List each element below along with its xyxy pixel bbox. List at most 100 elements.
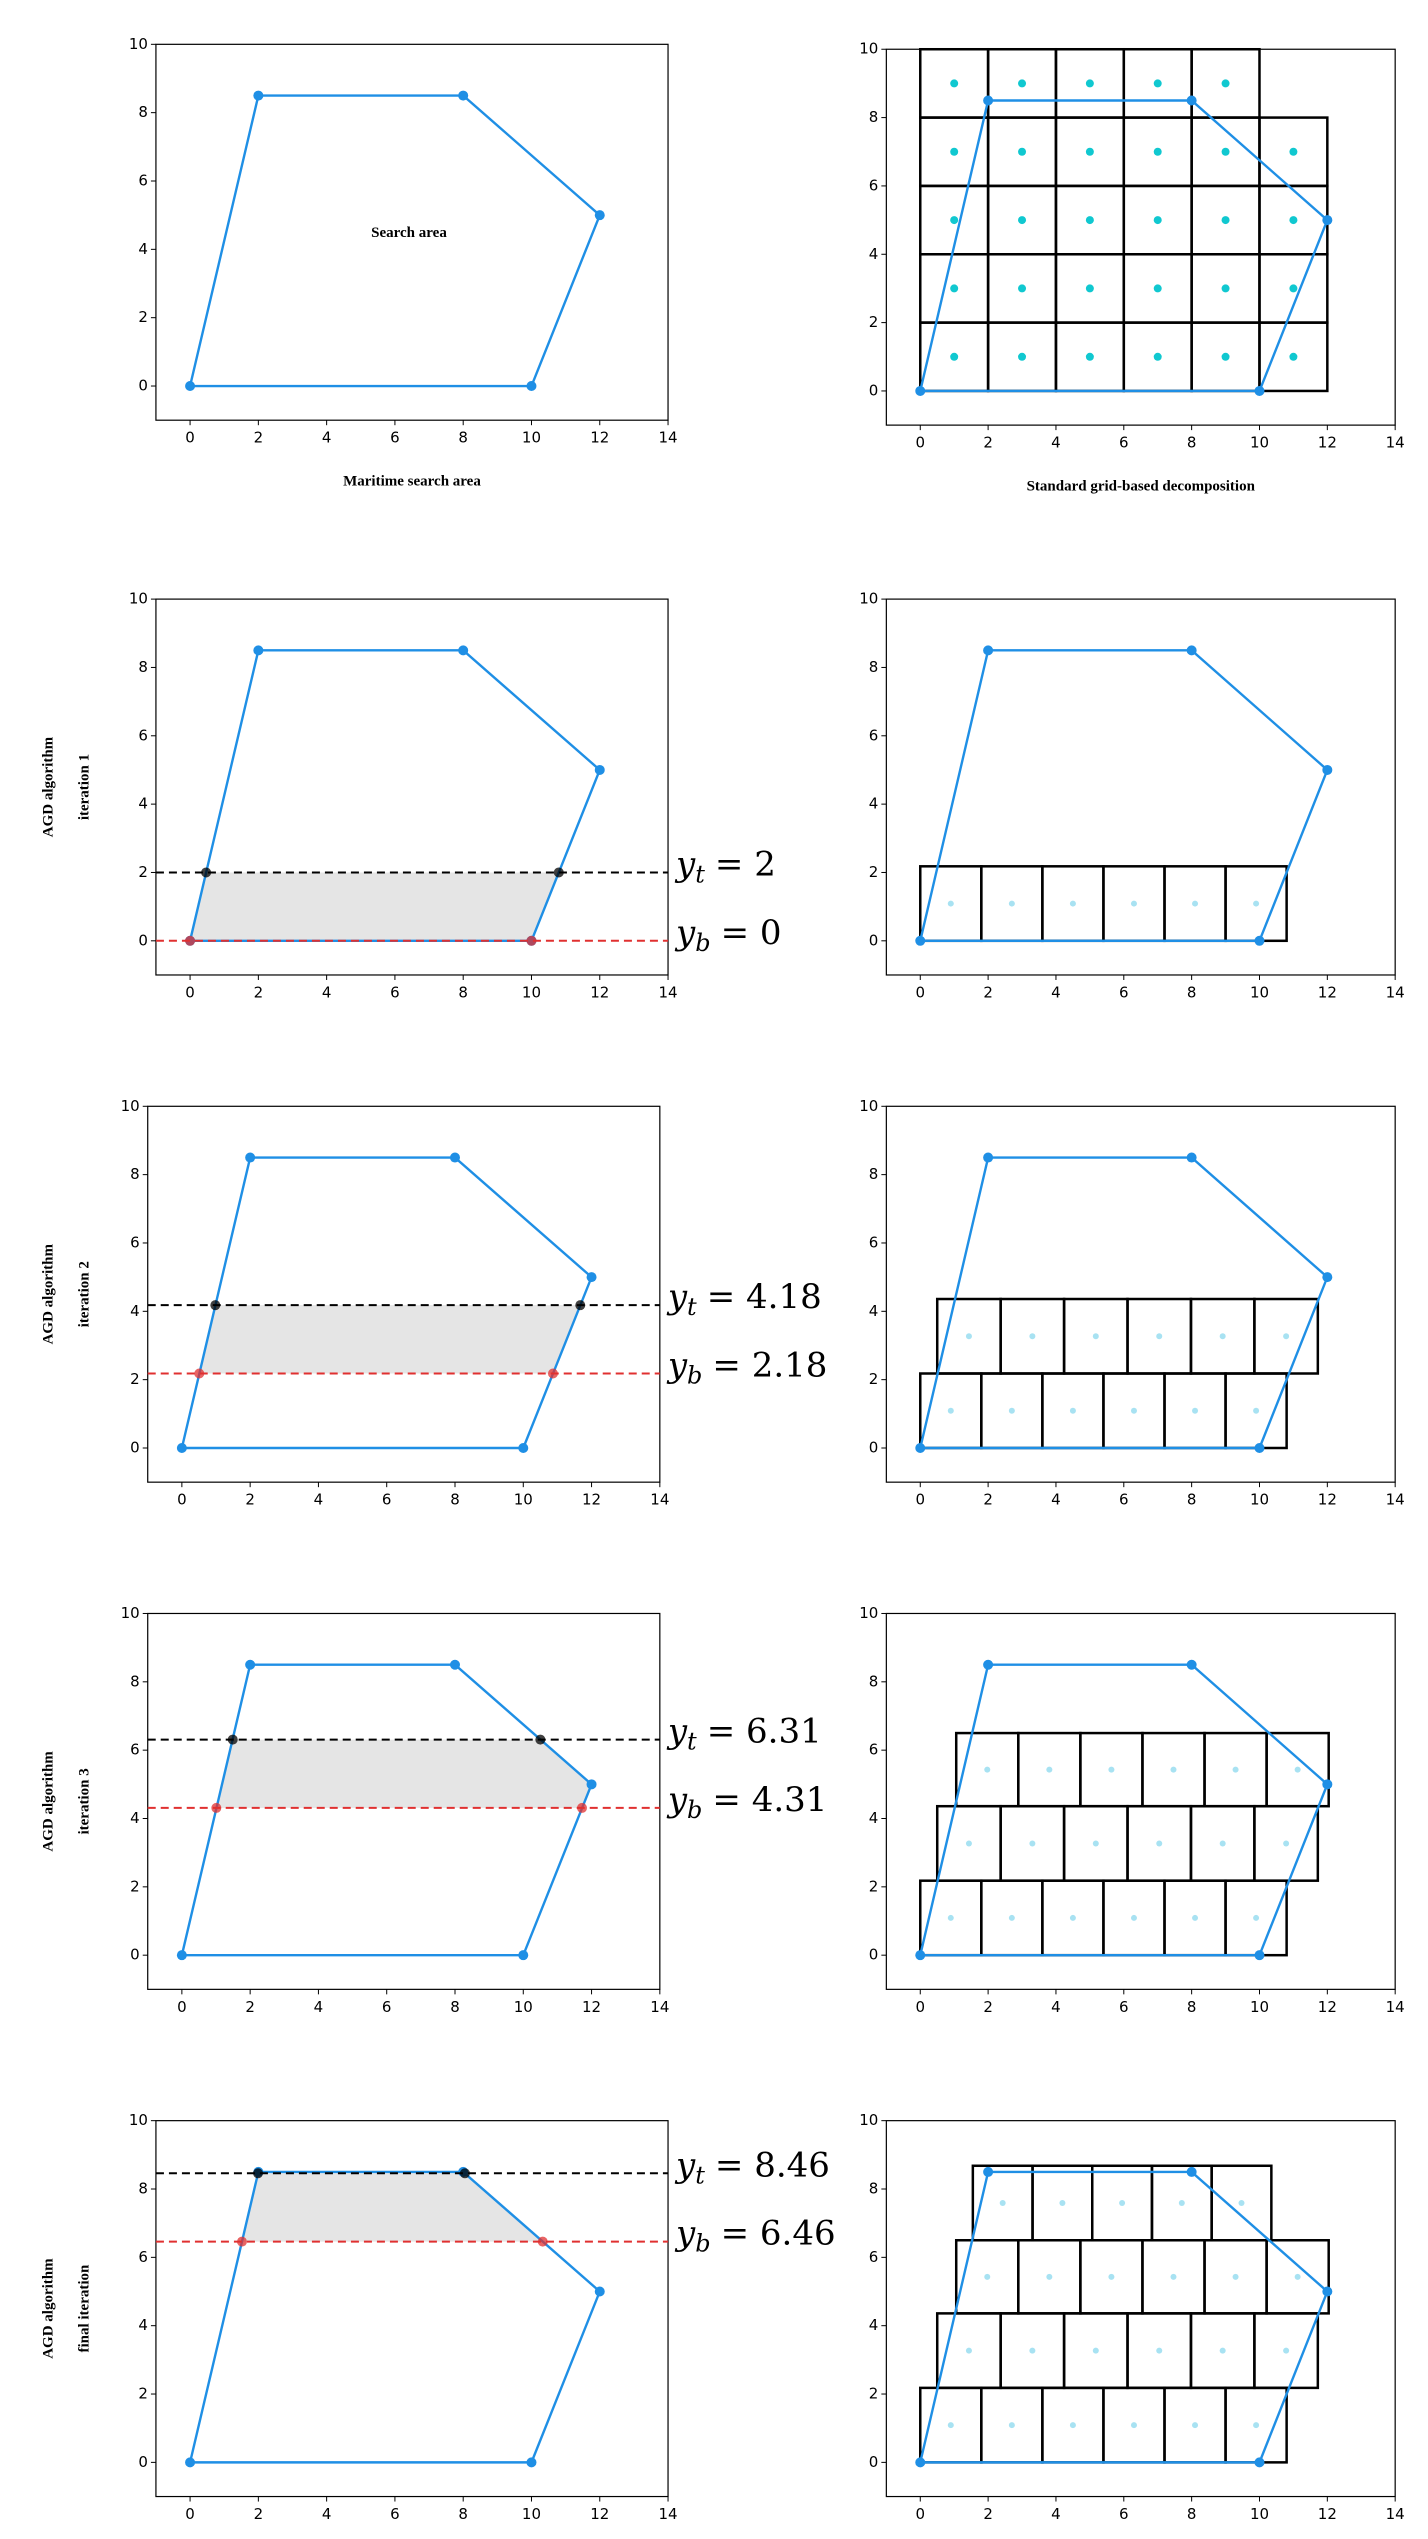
axes-frame xyxy=(885,598,1396,976)
vertex xyxy=(1254,1950,1265,1961)
shaded-slice xyxy=(216,1739,592,1808)
intersection xyxy=(253,2168,264,2179)
cell-center xyxy=(1130,1407,1137,1414)
intersection xyxy=(526,935,537,946)
x-tick-label: 0 xyxy=(915,1998,925,2016)
cell-center xyxy=(950,284,959,293)
x-tick-label: 14 xyxy=(650,1998,669,2016)
level-symbol: y xyxy=(674,844,696,884)
caption: Maritime search area xyxy=(343,474,481,490)
grid-cell xyxy=(1190,47,1261,119)
axes-frame xyxy=(155,43,669,421)
x-tick-label: 12 xyxy=(1318,1491,1337,1509)
cell-center xyxy=(1069,1914,1076,1921)
y-tick-label: 4 xyxy=(130,1809,140,1827)
y-tick-label: 10 xyxy=(129,35,148,53)
intersection xyxy=(201,867,212,878)
vertex xyxy=(253,645,264,656)
x-tick-label: 10 xyxy=(1250,983,1269,1001)
vertex xyxy=(1254,385,1265,396)
cell-center xyxy=(1294,2273,1301,2280)
level-subscript: b xyxy=(687,1795,702,1823)
grid-cell xyxy=(1265,2239,1330,2315)
cell-center xyxy=(950,147,959,156)
cell-center xyxy=(1283,1840,1290,1847)
search-polygon xyxy=(188,2170,602,2464)
annotation: Search area xyxy=(371,225,447,241)
level-label: yb = 6.46 xyxy=(674,2214,836,2258)
y-tick-label: 2 xyxy=(869,313,879,331)
cell-center xyxy=(1289,284,1298,293)
y-tick-label: 6 xyxy=(869,1741,879,1759)
vertex xyxy=(586,1779,597,1790)
y-tick-label: 6 xyxy=(138,171,148,189)
cell-center xyxy=(1221,352,1230,361)
x-tick-label: 8 xyxy=(1187,1491,1197,1509)
cell-center xyxy=(1018,216,1027,225)
x-tick-label: 8 xyxy=(450,1491,460,1509)
row-label: iteration 1 xyxy=(76,754,92,820)
cell-center xyxy=(1085,147,1094,156)
y-tick-label: 0 xyxy=(869,1438,879,1456)
cell-center xyxy=(1156,1333,1163,1340)
cell-center xyxy=(1294,1766,1301,1773)
cell-center xyxy=(1069,2422,1076,2429)
intersection xyxy=(576,1802,587,1813)
cell-center xyxy=(1221,284,1230,293)
cell-center xyxy=(1178,2200,1185,2207)
cell-center xyxy=(1219,1333,1226,1340)
cell-center xyxy=(984,2273,991,2280)
x-tick-label: 8 xyxy=(1187,983,1197,1001)
vertex xyxy=(245,1659,256,1670)
y-tick-label: 4 xyxy=(869,245,879,263)
vertex xyxy=(983,645,994,656)
y-tick-label: 2 xyxy=(138,863,148,881)
cell-center xyxy=(1219,1840,1226,1847)
level-label: yb = 4.31 xyxy=(666,1780,828,1824)
x-tick-label: 2 xyxy=(983,1998,993,2016)
y-tick-label: 0 xyxy=(130,1438,140,1456)
x-tick-label: 8 xyxy=(1187,434,1197,452)
x-tick-label: 0 xyxy=(915,1491,925,1509)
x-tick-label: 10 xyxy=(1250,2505,1269,2523)
x-tick-label: 8 xyxy=(458,983,468,1001)
cell-center xyxy=(1085,284,1094,293)
x-tick-label: 10 xyxy=(522,429,541,447)
x-tick-label: 10 xyxy=(522,2505,541,2523)
level-label: yt = 6.31 xyxy=(666,1712,822,1756)
level-subscript: t xyxy=(687,1293,697,1321)
y-tick-label: 8 xyxy=(869,1672,879,1690)
cell-center xyxy=(1108,2273,1115,2280)
search-polygon xyxy=(180,1156,593,1450)
cell-center xyxy=(1018,352,1027,361)
vertex xyxy=(1186,645,1197,656)
level-subscript: b xyxy=(695,928,710,956)
level-value: = 2 xyxy=(715,844,776,884)
level-label: yt = 8.46 xyxy=(674,2145,830,2189)
y-tick-label: 10 xyxy=(121,1604,140,1622)
x-tick-label: 10 xyxy=(1250,1491,1269,1509)
y-tick-label: 8 xyxy=(138,2180,148,2198)
cell-center xyxy=(1219,2347,1226,2354)
y-tick-label: 6 xyxy=(138,726,148,744)
cell-center xyxy=(1069,1407,1076,1414)
x-tick-label: 14 xyxy=(658,2505,677,2523)
level-symbol: y xyxy=(674,2214,696,2254)
x-tick-label: 2 xyxy=(983,434,993,452)
cell-center xyxy=(1008,2422,1015,2429)
level-value: = 0 xyxy=(721,913,782,953)
level-value: = 6.46 xyxy=(721,2214,836,2254)
intersection xyxy=(535,1734,546,1745)
vertex xyxy=(245,1152,256,1163)
vertex xyxy=(1322,2286,1333,2297)
y-tick-label: 4 xyxy=(130,1302,140,1320)
cell-center xyxy=(1092,2347,1099,2354)
level-subscript: b xyxy=(695,2229,710,2257)
panel: 0 2 4 6 8 10 12 14 0 2 4 6 8 10 xyxy=(859,1604,1404,2016)
x-tick-label: 0 xyxy=(185,983,195,1001)
vertex xyxy=(1186,1152,1197,1163)
axes-frame xyxy=(155,2120,669,2498)
y-tick-label: 0 xyxy=(869,2453,879,2471)
intersection xyxy=(210,1300,221,1311)
